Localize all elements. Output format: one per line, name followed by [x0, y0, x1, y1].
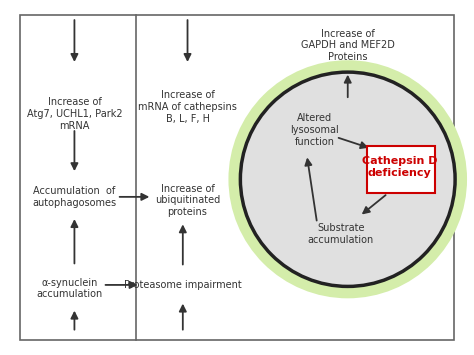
- Text: Altered
lysosomal
function: Altered lysosomal function: [291, 113, 339, 147]
- Text: Increase of
ubiquitinated
proteins: Increase of ubiquitinated proteins: [155, 184, 220, 217]
- Text: Cathepsin D
deficiency: Cathepsin D deficiency: [362, 156, 438, 178]
- FancyBboxPatch shape: [366, 146, 435, 193]
- Text: α-synuclein
accumulation: α-synuclein accumulation: [36, 278, 103, 299]
- Text: Accumulation  of
autophagosomes: Accumulation of autophagosomes: [32, 186, 117, 208]
- Text: Increase of
Atg7, UCHL1, Park2
mRNA: Increase of Atg7, UCHL1, Park2 mRNA: [27, 98, 122, 131]
- Text: Increase of
mRNA of cathepsins
B, L, F, H: Increase of mRNA of cathepsins B, L, F, …: [138, 91, 237, 124]
- Text: Proteasome impairment: Proteasome impairment: [124, 280, 242, 290]
- Ellipse shape: [228, 60, 467, 298]
- Ellipse shape: [240, 72, 455, 286]
- Text: Increase of
GAPDH and MEF2D
Proteins: Increase of GAPDH and MEF2D Proteins: [301, 29, 395, 62]
- Text: Substrate
accumulation: Substrate accumulation: [308, 223, 374, 245]
